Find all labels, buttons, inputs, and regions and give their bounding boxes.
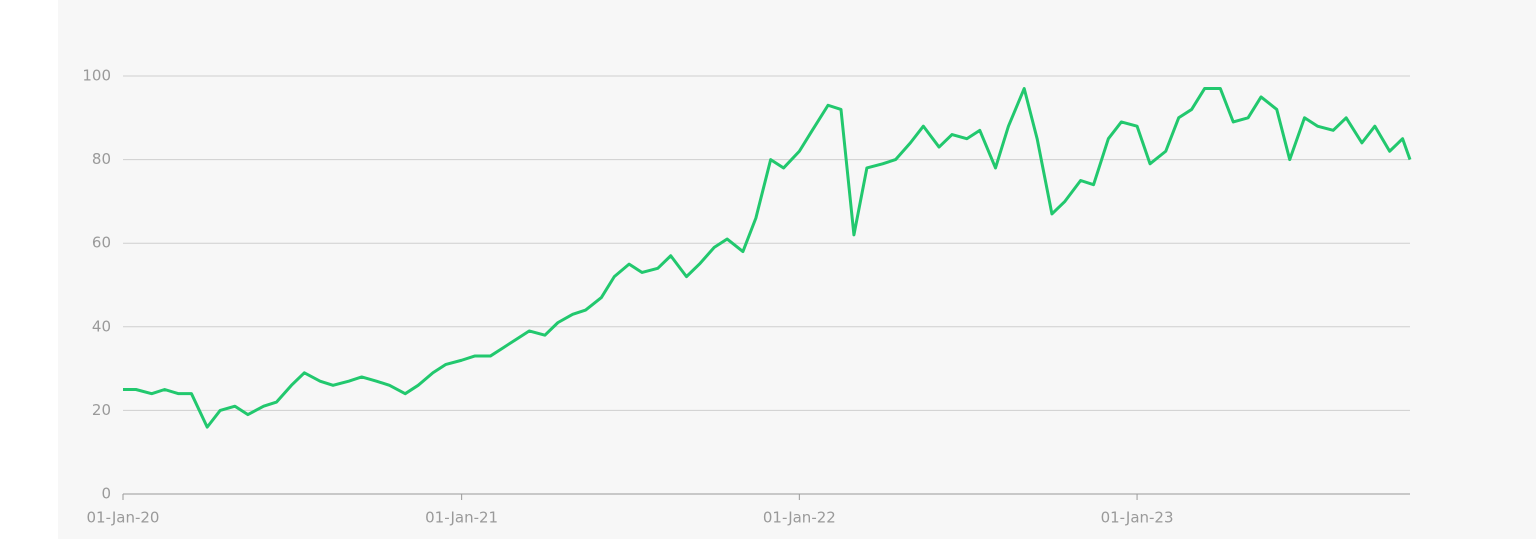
y-tick-label: 40 bbox=[92, 317, 111, 335]
x-tick-label: 01-Jan-22 bbox=[763, 509, 836, 527]
x-tick-label: 01-Jan-21 bbox=[425, 509, 498, 527]
x-tick-label: 01-Jan-23 bbox=[1101, 509, 1174, 527]
y-tick-label: 100 bbox=[82, 67, 111, 85]
y-tick-label: 60 bbox=[92, 234, 111, 252]
x-tick-label: 01-Jan-20 bbox=[87, 509, 160, 527]
y-tick-label: 0 bbox=[101, 485, 111, 503]
chart-background bbox=[58, 0, 1536, 539]
data-line bbox=[123, 87, 1412, 429]
y-tick-label: 20 bbox=[92, 401, 111, 419]
y-tick-label: 80 bbox=[92, 150, 111, 168]
